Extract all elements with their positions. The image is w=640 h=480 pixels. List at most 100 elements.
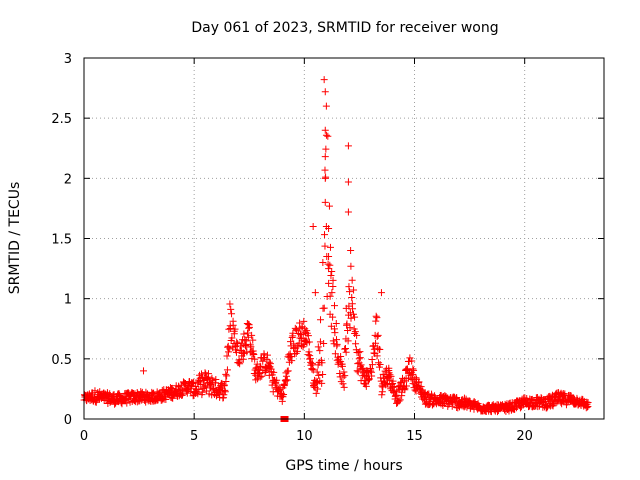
data-point xyxy=(201,369,209,377)
data-point xyxy=(408,357,416,365)
data-point xyxy=(333,336,341,344)
data-point xyxy=(307,361,315,369)
data-point xyxy=(329,282,337,290)
data-point xyxy=(372,339,380,347)
data-point xyxy=(258,372,266,380)
data-point xyxy=(409,365,417,373)
data-point xyxy=(399,383,407,391)
data-point xyxy=(322,102,330,110)
data-point xyxy=(395,397,403,405)
y-tick-label: 0.5 xyxy=(51,353,72,368)
data-point xyxy=(220,382,228,390)
data-point xyxy=(375,359,383,367)
data-point xyxy=(349,305,357,313)
data-point xyxy=(222,370,230,378)
data-point xyxy=(344,178,352,186)
data-point xyxy=(278,397,286,405)
data-point xyxy=(342,348,350,356)
x-tick-label: 20 xyxy=(516,429,533,444)
x-tick-label: 10 xyxy=(296,429,313,444)
data-point xyxy=(92,397,100,405)
data-point xyxy=(355,349,363,357)
data-point xyxy=(248,331,256,339)
data-point xyxy=(238,339,246,347)
data-point xyxy=(308,365,316,373)
data-point xyxy=(321,166,329,174)
data-point xyxy=(340,368,348,376)
data-point xyxy=(460,394,468,402)
data-point xyxy=(368,361,376,369)
data-point xyxy=(374,331,382,339)
data-point xyxy=(197,381,205,389)
data-point xyxy=(584,402,592,410)
data-point xyxy=(359,364,367,372)
data-point xyxy=(328,267,336,275)
data-point xyxy=(376,345,384,353)
data-point xyxy=(353,367,361,375)
data-point xyxy=(306,355,314,363)
data-point xyxy=(344,142,352,150)
data-point xyxy=(318,359,326,367)
data-point xyxy=(378,388,386,396)
data-point xyxy=(229,321,237,329)
data-point xyxy=(305,348,313,356)
data-point xyxy=(325,253,333,261)
data-point xyxy=(327,272,335,280)
data-point xyxy=(344,337,352,345)
data-point xyxy=(228,334,236,342)
data-point xyxy=(315,371,323,379)
data-point xyxy=(305,338,313,346)
data-point xyxy=(321,231,329,239)
data-point xyxy=(223,352,231,360)
chart-title: Day 061 of 2023, SRMTID for receiver won… xyxy=(191,20,498,36)
data-point xyxy=(195,385,203,393)
data-point xyxy=(162,396,170,404)
data-point xyxy=(340,383,348,391)
data-point xyxy=(322,131,330,139)
y-tick-label: 3 xyxy=(64,52,72,67)
data-point xyxy=(347,247,355,255)
data-point xyxy=(316,338,324,346)
data-point xyxy=(325,279,333,287)
data-point xyxy=(548,401,556,409)
data-point xyxy=(321,174,329,182)
data-point xyxy=(312,379,320,387)
data-point xyxy=(320,339,328,347)
data-point xyxy=(373,314,381,322)
data-point xyxy=(347,262,355,270)
data-point xyxy=(386,371,394,379)
data-point xyxy=(457,397,465,405)
data-point xyxy=(348,276,356,284)
data-point xyxy=(328,289,336,297)
data-point xyxy=(347,314,355,322)
data-point xyxy=(377,289,385,297)
data-point xyxy=(226,300,234,308)
data-point xyxy=(367,367,375,375)
data-point xyxy=(330,302,338,310)
data-point xyxy=(326,292,334,300)
y-tick-label: 0 xyxy=(64,413,72,428)
data-point xyxy=(243,329,251,337)
data-point xyxy=(212,376,220,384)
data-point xyxy=(245,323,253,331)
data-point xyxy=(304,332,312,340)
data-point xyxy=(316,347,324,355)
data-point xyxy=(373,352,381,360)
data-point xyxy=(351,313,359,321)
data-point xyxy=(313,368,321,376)
data-point xyxy=(326,261,334,269)
data-point xyxy=(91,387,99,395)
data-point xyxy=(332,320,340,328)
data-point xyxy=(226,345,234,353)
y-tick-label: 1 xyxy=(64,293,72,308)
data-point xyxy=(247,343,255,351)
data-point xyxy=(354,368,362,376)
data-point xyxy=(226,324,234,332)
data-point xyxy=(288,357,296,365)
data-point xyxy=(331,329,339,337)
data-point xyxy=(250,351,258,359)
data-point xyxy=(243,319,251,327)
data-point xyxy=(312,389,320,397)
y-tick-label: 2.5 xyxy=(51,112,72,127)
data-point xyxy=(357,361,365,369)
